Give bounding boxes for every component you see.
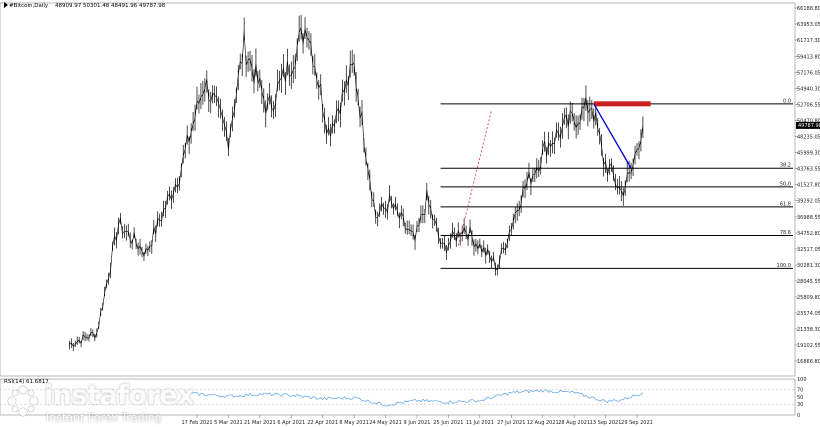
y-tick-label: 28045.55 — [797, 279, 820, 285]
y-tick-label: 48235.05 — [797, 134, 820, 140]
y-tick-label: 23574.05 — [797, 311, 820, 317]
rsi-level-label: 30 — [797, 402, 803, 408]
y-tick-label: 34752.80 — [797, 231, 820, 237]
x-tick-label: 17 Feb 2021 — [181, 420, 212, 426]
projection-line — [457, 109, 493, 246]
y-tick-label: 50470.80 — [797, 118, 820, 124]
y-tick-label: 16866.80 — [797, 359, 820, 365]
y-tick-label: 45999.30 — [797, 150, 820, 156]
y-tick-label: 66188.80 — [797, 6, 820, 12]
main-panel: 66188.80 63953.05 61717.30 59413.80 57176.05… — [0, 2, 820, 377]
x-tick-label: 6 Apr 2021 — [277, 420, 305, 426]
fib-level-label: 78.6 — [780, 230, 791, 236]
y-tick-label: 43763.55 — [797, 166, 820, 172]
rsi-level-label: 0 — [797, 413, 800, 419]
current-price-label: 49787.98 — [798, 123, 820, 129]
x-tick-label: 5 Mar 2021 — [214, 420, 243, 426]
main-frame — [0, 2, 796, 377]
fib-level-label: 100.0 — [777, 263, 791, 269]
y-tick-label: 30281.30 — [797, 263, 820, 269]
price-line — [69, 27, 644, 347]
x-tick-label: 13 Sep 2021 — [590, 420, 622, 426]
current-price-tag — [796, 121, 820, 129]
rsi-panel: 17 Feb 2021 5 Mar 2021 21 Mar 2021 6 Apr 20… — [0, 377, 807, 426]
x-tick-label: 25 Jun 2021 — [433, 420, 463, 426]
x-tick-label: 27 Jul 2021 — [497, 420, 525, 426]
rsi-level-label: 50 — [797, 395, 803, 401]
y-tick-label: 59413.80 — [797, 54, 820, 60]
resistance-zone — [593, 101, 651, 107]
watermark-tagline: Instant Forex Trading — [46, 411, 162, 424]
y-tick-label: 39292.05 — [797, 198, 820, 204]
y-tick-label: 36988.55 — [797, 215, 820, 221]
x-tick-label: 28 Aug 2021 — [558, 420, 590, 426]
x-tick-label: 8 May 2021 — [339, 420, 368, 426]
watermark: instaforex Instant Forex Trading — [6, 378, 195, 426]
y-tick-label: 63953.05 — [797, 22, 820, 28]
rsi-level-label: 100 — [797, 377, 807, 383]
rsi-label: RSI(14) 61.6817 — [4, 379, 49, 385]
rsi-level-label: 70 — [797, 388, 803, 394]
fib-level-label: 50.0 — [780, 181, 791, 187]
watermark-brand: instaforex — [44, 380, 195, 411]
y-tick-label: 41527.80 — [797, 182, 820, 188]
x-tick-label: 21 Mar 2021 — [244, 420, 276, 426]
x-tick-label: 12 Aug 2021 — [527, 420, 559, 426]
ohlc-readout: 48909.97 50301.48 48491.96 49787.98 — [55, 3, 166, 9]
rsi-line — [186, 389, 644, 407]
y-tick-label: 61717.30 — [797, 38, 820, 44]
y-tick-label: 52706.55 — [797, 102, 820, 108]
x-tick-label: 9 Jun 2021 — [404, 420, 431, 426]
rsi-frame — [0, 378, 796, 416]
trend-line — [593, 103, 632, 169]
x-tick-label: 22 Apr 2021 — [307, 420, 338, 426]
y-tick-label: 54940.30 — [797, 86, 820, 92]
fib-level-label: 61.8 — [780, 201, 791, 207]
y-tick-label: 21338.30 — [797, 327, 820, 333]
y-tick-label: 57176.05 — [797, 70, 820, 76]
x-tick-label: 24 May 2021 — [369, 420, 402, 426]
collapse-arrow-icon[interactable] — [4, 2, 8, 8]
y-tick-label: 25809.80 — [797, 295, 820, 301]
x-tick-label: 11 Jul 2021 — [466, 420, 494, 426]
fib-level-label: 38.2 — [780, 163, 791, 169]
symbol-label: #Bitcoin,Daily — [9, 3, 49, 9]
y-tick-label: 32517.05 — [797, 247, 820, 253]
x-tick-label: 29 Sep 2021 — [621, 420, 653, 426]
y-tick-label: 19102.55 — [797, 343, 820, 349]
fib-level-label: 0.0 — [783, 98, 791, 104]
instaforex-logo-icon — [7, 385, 39, 417]
